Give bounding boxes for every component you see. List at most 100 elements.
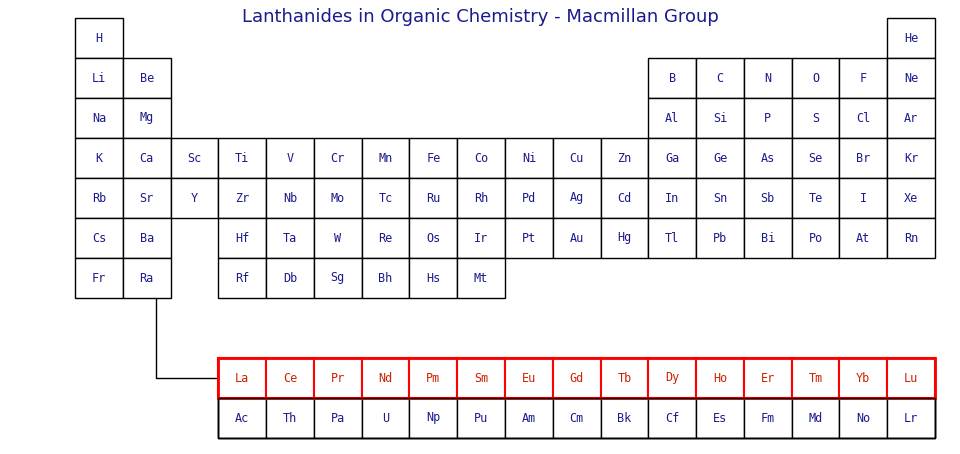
Text: Rf: Rf bbox=[235, 271, 250, 285]
Bar bbox=[887, 218, 935, 258]
Bar bbox=[839, 178, 887, 218]
Bar bbox=[75, 18, 123, 58]
Text: Cf: Cf bbox=[665, 411, 680, 424]
Text: U: U bbox=[382, 411, 389, 424]
Bar bbox=[410, 138, 457, 178]
Bar bbox=[75, 258, 123, 298]
Bar bbox=[744, 138, 792, 178]
Text: Ba: Ba bbox=[139, 232, 154, 245]
Bar bbox=[362, 358, 410, 398]
Bar bbox=[696, 218, 744, 258]
Text: Ar: Ar bbox=[904, 112, 918, 124]
Text: Nd: Nd bbox=[378, 371, 393, 385]
Bar bbox=[362, 138, 410, 178]
Text: B: B bbox=[669, 71, 676, 84]
Bar bbox=[648, 138, 696, 178]
Bar bbox=[457, 218, 505, 258]
Text: Eu: Eu bbox=[522, 371, 536, 385]
Bar bbox=[314, 398, 362, 438]
Text: Mn: Mn bbox=[378, 152, 393, 164]
Text: Ta: Ta bbox=[283, 232, 298, 245]
Bar bbox=[218, 398, 266, 438]
Text: Sb: Sb bbox=[760, 192, 775, 204]
Bar bbox=[553, 358, 601, 398]
Text: Zn: Zn bbox=[617, 152, 632, 164]
Bar bbox=[792, 178, 839, 218]
Bar bbox=[887, 98, 935, 138]
Text: Pd: Pd bbox=[522, 192, 536, 204]
Text: F: F bbox=[860, 71, 867, 84]
Bar bbox=[410, 398, 457, 438]
Bar bbox=[553, 178, 601, 218]
Text: Hg: Hg bbox=[617, 232, 632, 245]
Bar bbox=[744, 398, 792, 438]
Bar bbox=[457, 178, 505, 218]
Bar bbox=[218, 358, 266, 398]
Bar bbox=[314, 178, 362, 218]
Bar bbox=[266, 138, 314, 178]
Text: Er: Er bbox=[760, 371, 775, 385]
Bar bbox=[266, 218, 314, 258]
Text: Ho: Ho bbox=[713, 371, 727, 385]
Bar bbox=[553, 398, 601, 438]
Bar bbox=[792, 58, 839, 98]
Text: At: At bbox=[856, 232, 871, 245]
Bar bbox=[218, 358, 935, 438]
Bar bbox=[218, 258, 266, 298]
Bar bbox=[839, 98, 887, 138]
Bar bbox=[218, 218, 266, 258]
Text: Re: Re bbox=[378, 232, 393, 245]
Bar bbox=[218, 358, 935, 398]
Text: Pb: Pb bbox=[713, 232, 727, 245]
Bar bbox=[505, 138, 553, 178]
Text: Lanthanides in Organic Chemistry - Macmillan Group: Lanthanides in Organic Chemistry - Macmi… bbox=[242, 8, 718, 26]
Bar bbox=[218, 398, 935, 438]
Text: Sc: Sc bbox=[187, 152, 202, 164]
Bar bbox=[792, 358, 839, 398]
Text: Ra: Ra bbox=[139, 271, 154, 285]
Text: Zr: Zr bbox=[235, 192, 250, 204]
Bar bbox=[457, 258, 505, 298]
Bar bbox=[648, 398, 696, 438]
Bar bbox=[601, 358, 648, 398]
Bar bbox=[123, 58, 171, 98]
Text: Pt: Pt bbox=[522, 232, 536, 245]
Bar bbox=[792, 218, 839, 258]
Text: Ge: Ge bbox=[713, 152, 727, 164]
Text: He: He bbox=[904, 31, 918, 44]
Bar bbox=[123, 258, 171, 298]
Text: Nb: Nb bbox=[283, 192, 298, 204]
Bar bbox=[648, 218, 696, 258]
Bar bbox=[648, 58, 696, 98]
Bar bbox=[839, 358, 887, 398]
Text: Cd: Cd bbox=[617, 192, 632, 204]
Text: Cr: Cr bbox=[330, 152, 345, 164]
Bar bbox=[887, 358, 935, 398]
Bar bbox=[887, 178, 935, 218]
Text: Lr: Lr bbox=[904, 411, 918, 424]
Text: Am: Am bbox=[522, 411, 536, 424]
Bar bbox=[314, 138, 362, 178]
Text: C: C bbox=[716, 71, 724, 84]
Text: Es: Es bbox=[713, 411, 727, 424]
Text: Cm: Cm bbox=[569, 411, 584, 424]
Text: Yb: Yb bbox=[856, 371, 871, 385]
Bar bbox=[792, 398, 839, 438]
Text: Au: Au bbox=[569, 232, 584, 245]
Bar bbox=[75, 98, 123, 138]
Bar bbox=[266, 258, 314, 298]
Bar bbox=[839, 58, 887, 98]
Bar bbox=[744, 358, 792, 398]
Bar bbox=[601, 138, 648, 178]
Text: Gd: Gd bbox=[569, 371, 584, 385]
Text: V: V bbox=[286, 152, 294, 164]
Bar bbox=[887, 398, 935, 438]
Text: Po: Po bbox=[808, 232, 823, 245]
Bar bbox=[744, 178, 792, 218]
Bar bbox=[887, 58, 935, 98]
Text: Xe: Xe bbox=[904, 192, 918, 204]
Bar bbox=[171, 178, 218, 218]
Bar bbox=[362, 398, 410, 438]
Bar bbox=[696, 58, 744, 98]
Text: Os: Os bbox=[426, 232, 441, 245]
